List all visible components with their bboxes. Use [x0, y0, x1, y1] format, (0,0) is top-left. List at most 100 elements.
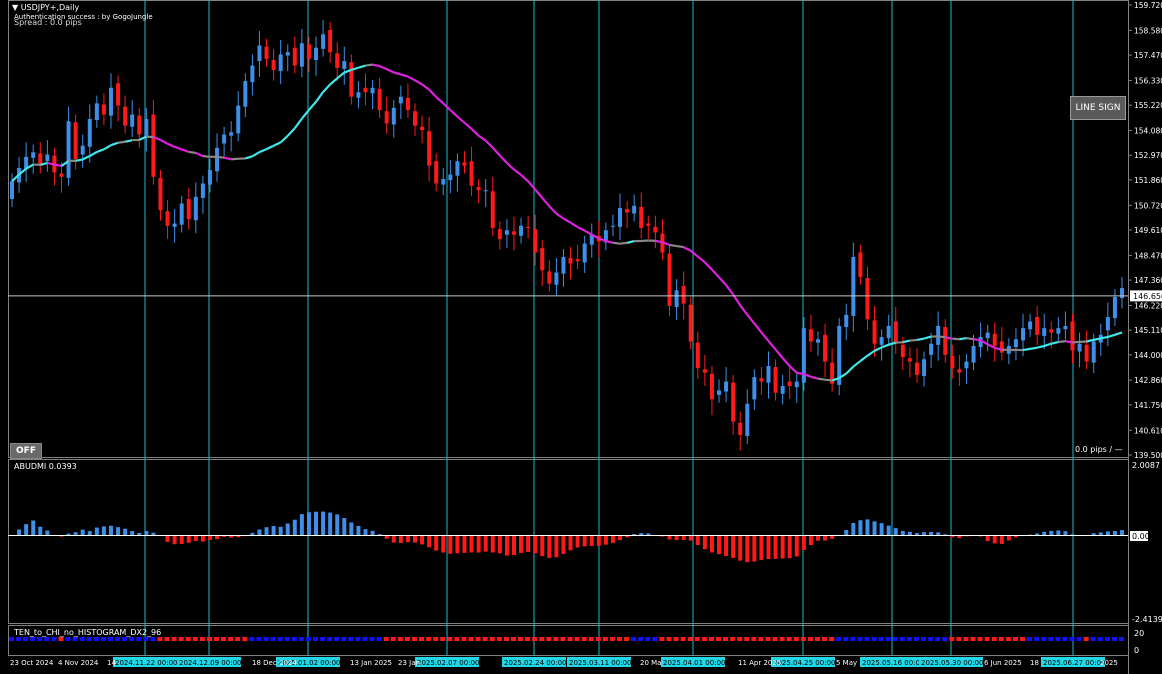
dot-marker: [348, 637, 354, 641]
dot-marker: [539, 637, 545, 641]
hist-bar: [660, 535, 665, 537]
dot-marker: [461, 637, 467, 641]
hist-bar: [646, 533, 651, 536]
candle-body: [222, 134, 227, 144]
date-tick-label: 6 Jun 2025: [984, 659, 1022, 667]
hist-bar: [526, 535, 531, 552]
dot-marker: [1111, 637, 1117, 641]
ma-segment: [484, 139, 494, 149]
ma-segment: [683, 246, 692, 252]
dot-marker: [510, 637, 516, 641]
dot-marker: [758, 637, 764, 641]
dot-marker: [970, 637, 976, 641]
ma-segment: [1072, 340, 1080, 344]
date-marker-label: 2025.02.24 00:00: [504, 659, 566, 667]
dot-marker: [765, 637, 771, 641]
hist-bar: [773, 535, 778, 559]
hist-bar: [907, 531, 912, 536]
candle-body: [900, 344, 905, 358]
hist-bar: [1042, 531, 1047, 536]
dot-marker: [86, 637, 92, 641]
hist-bar: [38, 526, 43, 536]
candle-body: [335, 53, 340, 68]
ma-segment: [301, 109, 310, 120]
candle-body: [957, 369, 962, 373]
candle-body: [787, 381, 792, 387]
ma-segment: [527, 180, 537, 191]
ma-segment: [718, 276, 727, 286]
candle-body: [526, 226, 531, 228]
hist-bar: [116, 527, 121, 536]
ma-segment: [159, 138, 169, 145]
dot-marker: [800, 637, 806, 641]
ma-segment: [110, 141, 119, 147]
candle-body: [547, 271, 552, 284]
dot-marker: [631, 637, 637, 641]
dot-marker: [383, 637, 389, 641]
candle-body: [427, 131, 432, 166]
candle-body: [886, 325, 891, 339]
dot-marker: [1104, 637, 1110, 641]
ma-segment: [54, 163, 62, 168]
hist-bar: [610, 535, 615, 543]
ma-segment: [167, 142, 176, 148]
hist-bar: [872, 521, 877, 536]
off-button[interactable]: OFF: [10, 443, 42, 459]
dot-marker: [694, 637, 700, 641]
hist-bar: [618, 535, 623, 541]
dot-marker: [284, 637, 290, 641]
candle-body: [299, 43, 304, 67]
ma-segment: [619, 241, 628, 245]
symbol-label: ▼ USDJPY+,Daily: [12, 3, 79, 12]
date-marker-box: [567, 657, 631, 667]
candle-body: [278, 54, 283, 72]
sub1-zero-label: 0.00: [1132, 532, 1150, 541]
candle-body: [1035, 317, 1040, 335]
dot-marker: [23, 637, 29, 641]
hist-bar: [356, 525, 361, 536]
price-tick-label: 159.720: [1134, 1, 1162, 10]
hist-bar: [207, 535, 212, 540]
dot-marker: [991, 637, 997, 641]
ma-segment: [598, 237, 607, 242]
candle-body: [971, 345, 976, 363]
ma-segment: [690, 249, 699, 258]
dot-marker: [913, 637, 919, 641]
ma-segment: [817, 377, 826, 381]
hist-bar: [101, 526, 106, 536]
candle-body: [441, 179, 446, 185]
candle-body: [865, 278, 870, 320]
candle-body: [321, 34, 326, 49]
dot-marker: [376, 637, 382, 641]
candle-body: [519, 225, 524, 236]
candle-body: [1056, 328, 1061, 334]
line-sign-button[interactable]: LINE SIGN: [1070, 96, 1126, 120]
dot-marker: [998, 637, 1004, 641]
dot-marker: [673, 637, 679, 641]
hist-bar: [427, 535, 432, 548]
price-tick-label: 150.720: [1134, 201, 1162, 210]
dot-marker: [192, 637, 198, 641]
sub1-min-label: -2.4139: [1132, 615, 1162, 624]
ma-segment: [513, 168, 522, 176]
dot-marker: [843, 637, 849, 641]
hist-bar: [17, 529, 22, 536]
candle-body: [978, 337, 983, 348]
candle-body: [773, 367, 778, 393]
hist-bar: [738, 535, 743, 561]
ma-segment: [322, 83, 331, 93]
ma-segment: [463, 121, 473, 130]
candle-body: [1021, 328, 1026, 341]
hist-bar: [200, 535, 205, 542]
ma-segment: [555, 212, 565, 220]
dot-marker: [115, 637, 121, 641]
hist-bar: [879, 523, 884, 536]
dot-marker: [1097, 637, 1103, 641]
candle-body: [999, 341, 1004, 353]
ma-segment: [329, 77, 338, 86]
ma-segment: [244, 155, 253, 160]
ma-segment: [980, 339, 989, 346]
candle-body: [674, 290, 679, 308]
ma-segment: [1029, 346, 1038, 350]
